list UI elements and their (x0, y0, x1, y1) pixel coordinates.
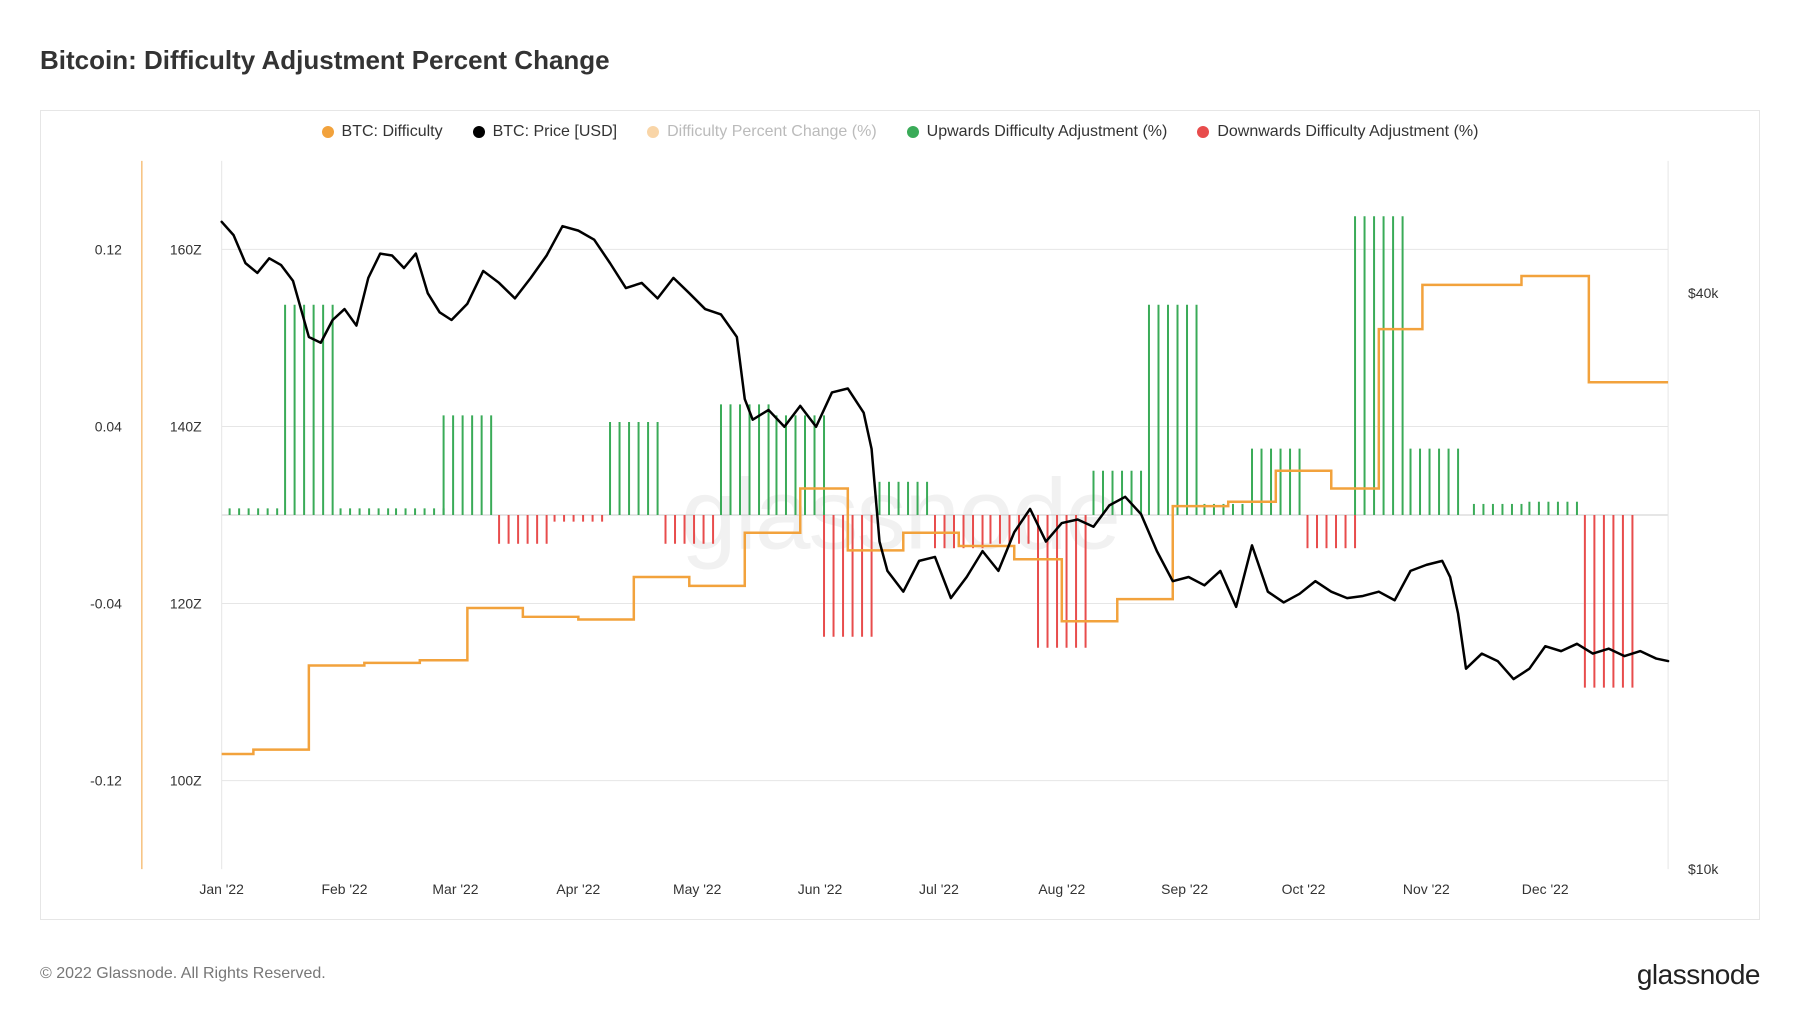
svg-text:140Z: 140Z (170, 418, 202, 434)
svg-text:Aug '22: Aug '22 (1038, 881, 1085, 897)
svg-text:120Z: 120Z (170, 596, 202, 612)
svg-text:Feb '22: Feb '22 (321, 881, 367, 897)
svg-text:$40k: $40k (1688, 285, 1718, 301)
svg-text:$10k: $10k (1688, 861, 1718, 877)
svg-text:Jun '22: Jun '22 (798, 881, 843, 897)
svg-text:0.04: 0.04 (95, 418, 122, 434)
svg-text:Oct '22: Oct '22 (1282, 881, 1326, 897)
svg-text:May '22: May '22 (673, 881, 722, 897)
svg-text:Apr '22: Apr '22 (556, 881, 600, 897)
svg-text:-0.04: -0.04 (90, 596, 122, 612)
chart-container: BTC: DifficultyBTC: Price [USD]Difficult… (40, 110, 1760, 920)
svg-text:Nov '22: Nov '22 (1403, 881, 1450, 897)
svg-text:Jul '22: Jul '22 (919, 881, 959, 897)
svg-text:Mar '22: Mar '22 (432, 881, 478, 897)
svg-text:Jan '22: Jan '22 (199, 881, 244, 897)
svg-text:160Z: 160Z (170, 241, 202, 257)
svg-text:-0.12: -0.12 (90, 773, 122, 789)
chart-title: Bitcoin: Difficulty Adjustment Percent C… (40, 45, 610, 76)
chart-plot: -0.12 -0.04 0.04 0.12 100Z 120Z 140Z 160Z $10k $4… (41, 111, 1759, 919)
svg-text:Sep '22: Sep '22 (1161, 881, 1208, 897)
svg-text:0.12: 0.12 (95, 241, 122, 257)
svg-text:100Z: 100Z (170, 773, 202, 789)
brand-logo: glassnode (1637, 959, 1760, 991)
copyright-text: © 2022 Glassnode. All Rights Reserved. (40, 965, 326, 983)
svg-text:Dec '22: Dec '22 (1522, 881, 1569, 897)
